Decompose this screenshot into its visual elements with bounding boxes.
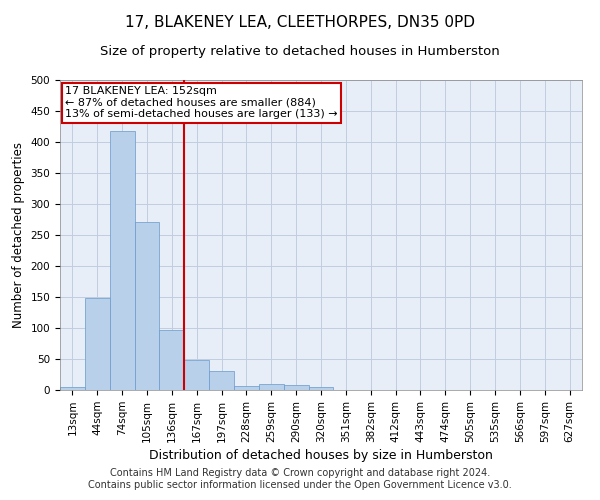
Bar <box>308 387 334 390</box>
Bar <box>134 222 160 390</box>
Bar <box>184 360 209 390</box>
Text: 17 BLAKENEY LEA: 152sqm
← 87% of detached houses are smaller (884)
13% of semi-d: 17 BLAKENEY LEA: 152sqm ← 87% of detache… <box>65 86 338 120</box>
Bar <box>85 298 110 390</box>
Bar <box>259 384 284 390</box>
Bar <box>160 330 184 390</box>
Bar <box>60 387 85 390</box>
X-axis label: Distribution of detached houses by size in Humberston: Distribution of detached houses by size … <box>149 449 493 462</box>
Text: Contains HM Land Registry data © Crown copyright and database right 2024.
Contai: Contains HM Land Registry data © Crown c… <box>88 468 512 490</box>
Text: 17, BLAKENEY LEA, CLEETHORPES, DN35 0PD: 17, BLAKENEY LEA, CLEETHORPES, DN35 0PD <box>125 15 475 30</box>
Text: Size of property relative to detached houses in Humberston: Size of property relative to detached ho… <box>100 45 500 58</box>
Bar <box>284 385 308 390</box>
Y-axis label: Number of detached properties: Number of detached properties <box>12 142 25 328</box>
Bar <box>110 131 134 390</box>
Bar <box>209 372 234 390</box>
Bar <box>234 386 259 390</box>
